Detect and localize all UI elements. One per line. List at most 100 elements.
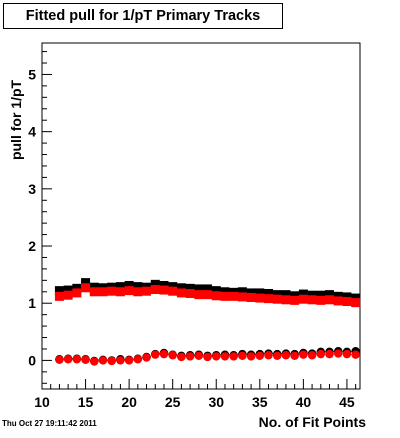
data-point: [237, 287, 247, 297]
data-point: [220, 352, 230, 361]
x-tick-label: 20: [121, 394, 137, 410]
data-point: [98, 356, 108, 365]
data-point: [238, 351, 247, 361]
data-point: [264, 294, 274, 304]
data-point: [72, 288, 82, 298]
y-tick-label: 1: [28, 295, 36, 311]
y-tick-label: 2: [28, 238, 36, 254]
y-axis-title: pull for 1/pT: [8, 80, 24, 161]
data-point: [124, 356, 134, 365]
data-point: [72, 283, 82, 293]
data-point: [133, 355, 143, 364]
x-tick-label: 30: [208, 394, 224, 410]
data-point: [211, 291, 221, 301]
data-point: [194, 351, 204, 361]
data-point: [81, 283, 91, 293]
data-point: [342, 296, 352, 306]
data-point: [150, 284, 160, 294]
data-point: [281, 295, 291, 305]
data-point: [272, 290, 282, 300]
data-point: [81, 355, 90, 365]
data-point: [342, 349, 352, 359]
data-point: [316, 290, 326, 300]
data-point: [194, 290, 204, 300]
data-point: [54, 291, 64, 301]
data-point: [281, 290, 291, 300]
data-point: [107, 286, 117, 296]
data-point: [351, 350, 360, 359]
data-point: [168, 351, 177, 360]
data-point: [89, 287, 99, 297]
x-tick-label: 15: [78, 394, 94, 410]
data-point: [107, 356, 116, 366]
x-tick-label: 25: [165, 394, 181, 410]
data-point: [203, 284, 213, 294]
y-tick-label: 0: [28, 352, 36, 368]
data-point: [203, 290, 213, 300]
data-point: [246, 288, 256, 298]
data-point: [290, 295, 300, 305]
data-point: [159, 349, 169, 359]
data-point: [211, 286, 221, 296]
data-point: [203, 352, 212, 362]
y-tick-label: 5: [28, 66, 36, 82]
data-point: [133, 282, 143, 292]
data-point: [255, 288, 265, 298]
data-point: [142, 353, 151, 362]
data-point: [273, 351, 282, 361]
data-point: [351, 293, 361, 303]
data-point: [290, 291, 300, 301]
data-point: [325, 290, 335, 300]
data-point: [72, 355, 82, 364]
data-point: [229, 291, 239, 301]
data-point: [89, 282, 99, 292]
data-point: [246, 352, 256, 361]
data-point: [151, 350, 160, 359]
data-point: [115, 282, 125, 292]
x-tick-label: 45: [339, 394, 355, 410]
data-point: [90, 357, 99, 366]
data-point: [124, 280, 134, 290]
x-axis-title: No. of Fit Points: [259, 414, 367, 430]
data-point: [229, 352, 238, 361]
data-point: [307, 290, 317, 300]
data-point: [115, 287, 125, 297]
data-point: [63, 285, 73, 295]
data-point: [237, 292, 247, 302]
data-point: [124, 286, 134, 296]
data-point: [81, 278, 91, 288]
data-point: [298, 289, 308, 299]
data-point: [55, 355, 64, 365]
data-point: [316, 349, 325, 359]
data-point: [177, 352, 186, 362]
data-point: [246, 292, 256, 302]
x-tick-label: 35: [252, 394, 268, 410]
data-point: [272, 294, 282, 304]
data-point: [220, 291, 230, 301]
data-point: [150, 279, 160, 289]
data-point: [168, 286, 178, 296]
data-point: [63, 290, 73, 300]
data-point: [98, 287, 108, 297]
data-point: [168, 282, 178, 292]
data-point: [176, 288, 186, 298]
data-point: [255, 351, 265, 361]
data-point: [334, 349, 343, 358]
data-point: [316, 295, 326, 305]
data-point: [185, 352, 195, 361]
data-point: [342, 292, 352, 302]
data-point: [194, 284, 204, 294]
data-point: [299, 350, 308, 359]
data-point: [142, 286, 152, 296]
data-point: [116, 356, 125, 365]
data-point: [220, 287, 230, 297]
data-point: [351, 298, 361, 308]
data-point: [255, 293, 265, 303]
data-point: [159, 285, 169, 295]
data-point: [176, 283, 186, 293]
plot-frame: [41, 42, 361, 390]
timestamp: Thu Oct 27 19:11:42 2011: [2, 419, 97, 428]
data-point: [333, 291, 343, 301]
data-point: [185, 288, 195, 298]
